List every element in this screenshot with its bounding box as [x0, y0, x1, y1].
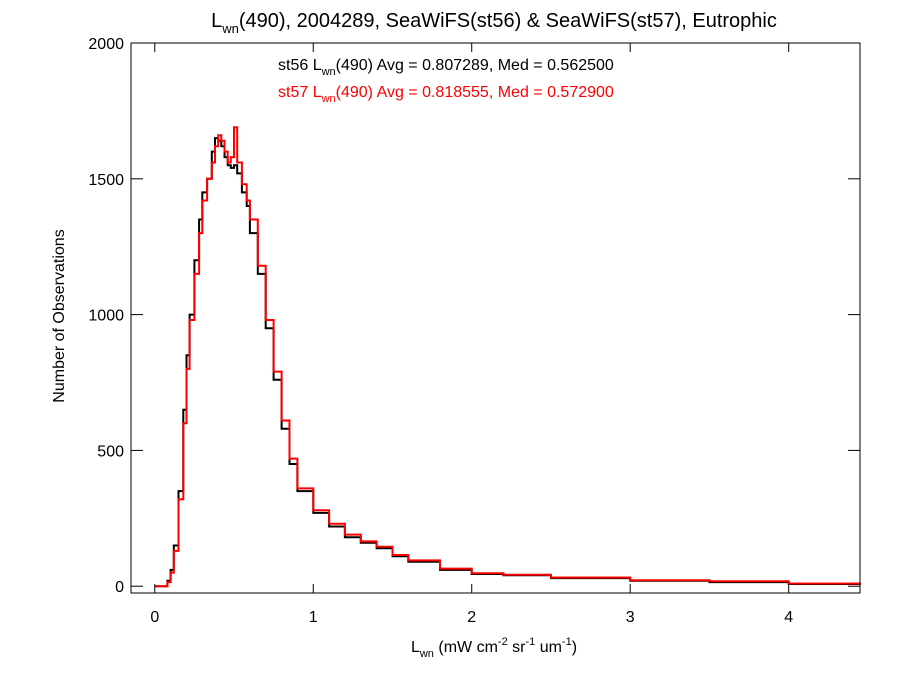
x-axis-label-part: )	[572, 639, 577, 656]
x-axis-label: Lwn (mW cm-2 sr-1 um-1)	[411, 636, 577, 660]
chart-title-sub: wn	[221, 21, 239, 36]
x-axis-label-part: um	[535, 639, 562, 656]
x-axis-label-part: -1	[525, 636, 535, 648]
y-tick-label: 500	[97, 443, 124, 460]
annotation-st57-suffix: (490) Avg = 0.818555, Med = 0.572900	[336, 84, 614, 101]
x-tick-label: 0	[150, 609, 159, 626]
annotation-st56-sub: wn	[321, 66, 336, 78]
series-line-2	[154, 126, 861, 588]
x-axis-label-part: wn	[419, 648, 434, 660]
y-tick-label: 1500	[88, 172, 124, 189]
x-axis-label-part: (mW cm	[434, 639, 498, 656]
x-axis-label-part: L	[411, 639, 420, 656]
x-axis-label-part: -2	[498, 636, 508, 648]
x-tick-label: 2	[467, 609, 476, 626]
x-axis-label-part: -1	[562, 636, 572, 648]
y-tick-label: 0	[115, 579, 124, 596]
annotation-st56-prefix: st56 L	[278, 57, 322, 74]
annotation-st56-suffix: (490) Avg = 0.807289, Med = 0.562500	[336, 57, 614, 74]
y-axis-label: Number of Observations	[51, 229, 68, 402]
x-tick-label: 3	[626, 609, 635, 626]
x-tick-label: 4	[784, 609, 793, 626]
annotation-st57: st57 Lwn(490) Avg = 0.818555, Med = 0.57…	[278, 84, 614, 105]
annotation-st57-prefix: st57 L	[278, 84, 322, 101]
annotation-st57-sub: wn	[321, 93, 336, 105]
y-tick-label: 1000	[88, 308, 124, 325]
legend-annotations: st56 Lwn(490) Avg = 0.807289, Med = 0.56…	[278, 57, 614, 105]
x-axis-label-part: sr	[508, 639, 526, 656]
plot-frame	[130, 42, 861, 594]
x-tick-label: 1	[309, 609, 318, 626]
chart-title: Lwn(490), 2004289, SeaWiFS(st56) & SeaWi…	[211, 10, 777, 36]
axes-layer: 0 1 2 3 4 0 500 1000 1500 2000	[88, 36, 861, 626]
annotation-st56: st56 Lwn(490) Avg = 0.807289, Med = 0.56…	[278, 57, 614, 78]
y-tick-label: 2000	[88, 36, 124, 53]
series-layer	[154, 126, 861, 588]
chart-title-suffix: (490), 2004289, SeaWiFS(st56) & SeaWiFS(…	[239, 10, 777, 32]
chart-title-prefix: L	[211, 10, 222, 32]
